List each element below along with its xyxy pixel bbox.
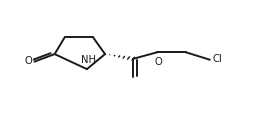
Text: O: O	[154, 57, 162, 67]
Text: O: O	[24, 56, 32, 66]
Text: NH: NH	[81, 55, 96, 65]
Text: Cl: Cl	[212, 54, 222, 64]
